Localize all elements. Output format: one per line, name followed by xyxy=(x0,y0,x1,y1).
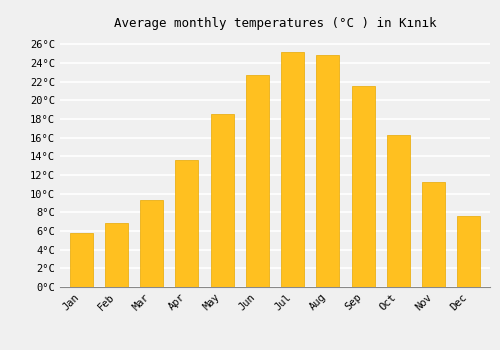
Bar xyxy=(352,86,374,287)
Bar xyxy=(422,182,445,287)
Bar xyxy=(176,160,199,287)
Bar xyxy=(387,135,410,287)
Bar xyxy=(316,55,340,287)
Bar xyxy=(281,52,304,287)
Title: Average monthly temperatures (°C ) in Kınık: Average monthly temperatures (°C ) in Kı… xyxy=(114,17,436,30)
Bar xyxy=(246,75,269,287)
Bar xyxy=(140,200,163,287)
Bar xyxy=(70,233,92,287)
Bar xyxy=(458,216,480,287)
Bar xyxy=(210,114,234,287)
Bar xyxy=(105,223,128,287)
